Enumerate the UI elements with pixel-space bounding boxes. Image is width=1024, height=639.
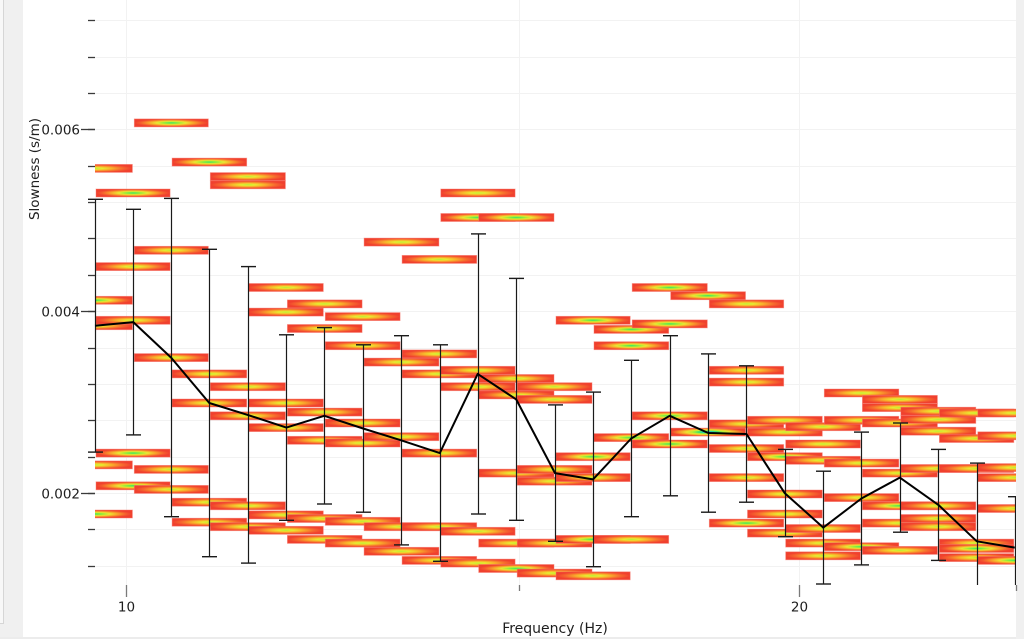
histogram-cell	[209, 180, 286, 190]
left-panel-strip	[0, 0, 23, 639]
histogram-cell	[478, 213, 555, 222]
histogram-cell	[209, 172, 286, 182]
histogram-cell	[401, 349, 478, 359]
histogram-cell	[900, 414, 977, 424]
histogram-cell	[324, 418, 401, 428]
histogram-cell	[862, 546, 938, 555]
histogram-cell	[324, 312, 401, 322]
histogram-cell	[708, 299, 785, 309]
histogram-cell	[900, 426, 977, 436]
histogram-cell	[631, 283, 708, 292]
histogram-cell	[95, 460, 133, 470]
histogram-cell	[593, 341, 670, 351]
histogram-cell	[862, 394, 938, 404]
histogram-cell	[324, 341, 401, 351]
y-axis: 0.002 0.004 0.006	[41, 19, 95, 568]
histogram-cell	[977, 431, 1016, 441]
left-panel-frame	[0, 0, 4, 624]
bottom-border	[0, 637, 1024, 639]
mean-curve-line	[94, 321, 1015, 549]
histogram-cell	[401, 254, 478, 264]
histogram-cell	[133, 118, 209, 128]
histogram-cell	[977, 408, 1016, 418]
histogram-cell	[670, 291, 746, 301]
histogram-cell	[478, 564, 555, 573]
histogram-cell	[286, 299, 363, 309]
histogram-cell	[248, 525, 324, 535]
histogram-cell	[440, 526, 516, 536]
histogram-cell	[95, 509, 133, 519]
histogram-cell	[555, 315, 631, 325]
histogram-cell	[440, 188, 516, 198]
y-tick-label: 0.002	[41, 487, 80, 503]
histogram-cell	[939, 544, 1015, 553]
x-axis-title: Frequency (Hz)	[502, 621, 608, 637]
histogram-cell	[95, 188, 171, 198]
histogram-cell	[324, 438, 401, 448]
histogram-cell	[440, 558, 516, 568]
histogram-cell	[593, 324, 670, 334]
mean-curve	[94, 321, 1015, 549]
histogram-cell	[95, 448, 171, 458]
histogram-cell	[708, 518, 785, 528]
right-scroll-strip[interactable]	[1016, 0, 1024, 639]
histogram-cell	[593, 535, 670, 544]
histogram-cell	[785, 422, 861, 432]
histogram-cell	[823, 388, 900, 398]
y-tick-label: 0.004	[41, 305, 80, 321]
histogram-cell	[631, 439, 708, 449]
histogram-cell	[248, 283, 324, 292]
histogram-cell	[555, 571, 631, 581]
histogram-cell	[95, 163, 133, 173]
histogram-cell	[209, 501, 286, 511]
x-tick-label: 10	[118, 600, 135, 616]
histogram-cell	[363, 546, 440, 556]
histogram-cell	[171, 157, 248, 167]
histogram-cell	[516, 382, 593, 392]
error-bar	[1008, 496, 1016, 585]
x-axis: 10 20	[118, 585, 1018, 616]
histogram-cell	[363, 237, 440, 247]
histogram-cell	[747, 427, 823, 437]
histogram-cell	[324, 516, 401, 526]
histogram-cell	[248, 307, 324, 317]
histogram-cell	[631, 319, 708, 329]
histogram-cell	[747, 415, 823, 425]
y-tick-label: 0.006	[41, 123, 80, 139]
x-tick-label: 20	[791, 600, 808, 616]
histogram-cell	[785, 439, 861, 449]
histogram-cell	[516, 394, 593, 404]
histogram-cell	[209, 382, 286, 392]
y-axis-title: Slowness (s/m)	[27, 118, 43, 220]
histogram-cell	[324, 538, 401, 548]
